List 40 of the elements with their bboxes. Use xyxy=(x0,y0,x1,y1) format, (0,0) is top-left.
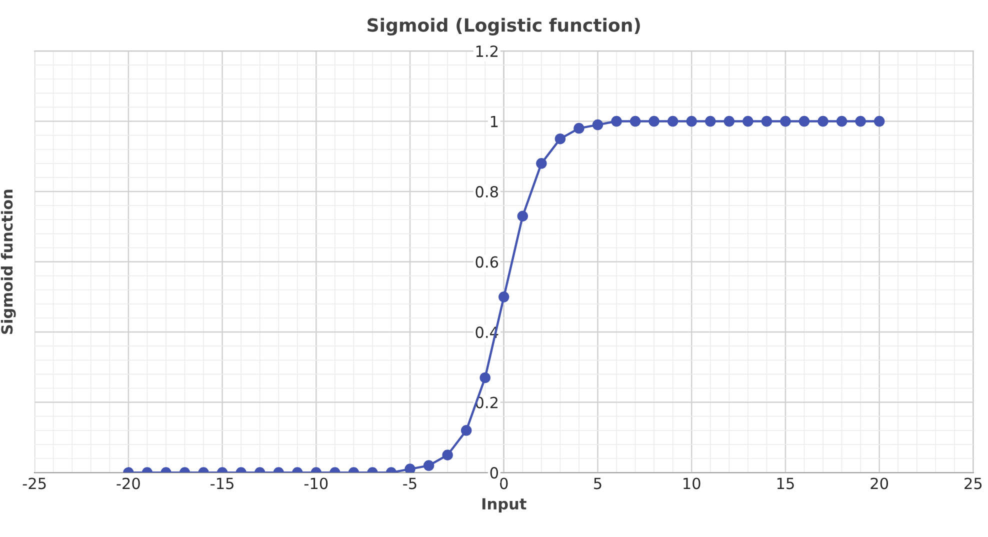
x-tick-label: -15 xyxy=(210,478,234,490)
chart-title: Sigmoid (Logistic function) xyxy=(368,18,640,36)
x-tick-label: 15 xyxy=(777,478,794,490)
point xyxy=(498,292,510,302)
point xyxy=(724,116,735,127)
x-tick-label: 25 xyxy=(964,478,982,490)
x-tick-label: 10 xyxy=(684,478,700,490)
point xyxy=(517,210,528,222)
point xyxy=(592,119,604,130)
y-tick-label: 0 xyxy=(490,467,498,479)
point xyxy=(742,116,754,127)
x-tick-label: -20 xyxy=(116,478,140,490)
point xyxy=(874,116,885,127)
point xyxy=(761,116,772,127)
point xyxy=(836,116,848,127)
x-tick-label: 0 xyxy=(500,478,508,490)
point xyxy=(686,116,697,127)
point xyxy=(648,116,660,127)
point xyxy=(855,116,866,127)
point xyxy=(704,116,716,127)
point xyxy=(554,133,566,144)
x-tick-label: 5 xyxy=(594,478,602,490)
point xyxy=(780,116,791,127)
point xyxy=(798,116,810,127)
x-axis-title: Input xyxy=(482,498,526,513)
y-tick-label: 1 xyxy=(490,116,498,128)
y-tick-label: 1.2 xyxy=(476,45,498,57)
point xyxy=(630,116,641,127)
x-tick-label: 20 xyxy=(870,478,888,490)
x-tick-label: -25 xyxy=(22,478,46,490)
y-tick-label: 0.6 xyxy=(476,256,498,268)
y-axis-title: Sigmoid function xyxy=(0,190,16,334)
point xyxy=(536,158,547,169)
point xyxy=(667,116,678,127)
x-tick-label: -10 xyxy=(304,478,328,490)
point xyxy=(818,116,828,127)
y-tick-label: 0.8 xyxy=(476,186,498,198)
point xyxy=(574,122,584,134)
point xyxy=(611,116,622,127)
x-tick-label: -5 xyxy=(403,478,416,490)
